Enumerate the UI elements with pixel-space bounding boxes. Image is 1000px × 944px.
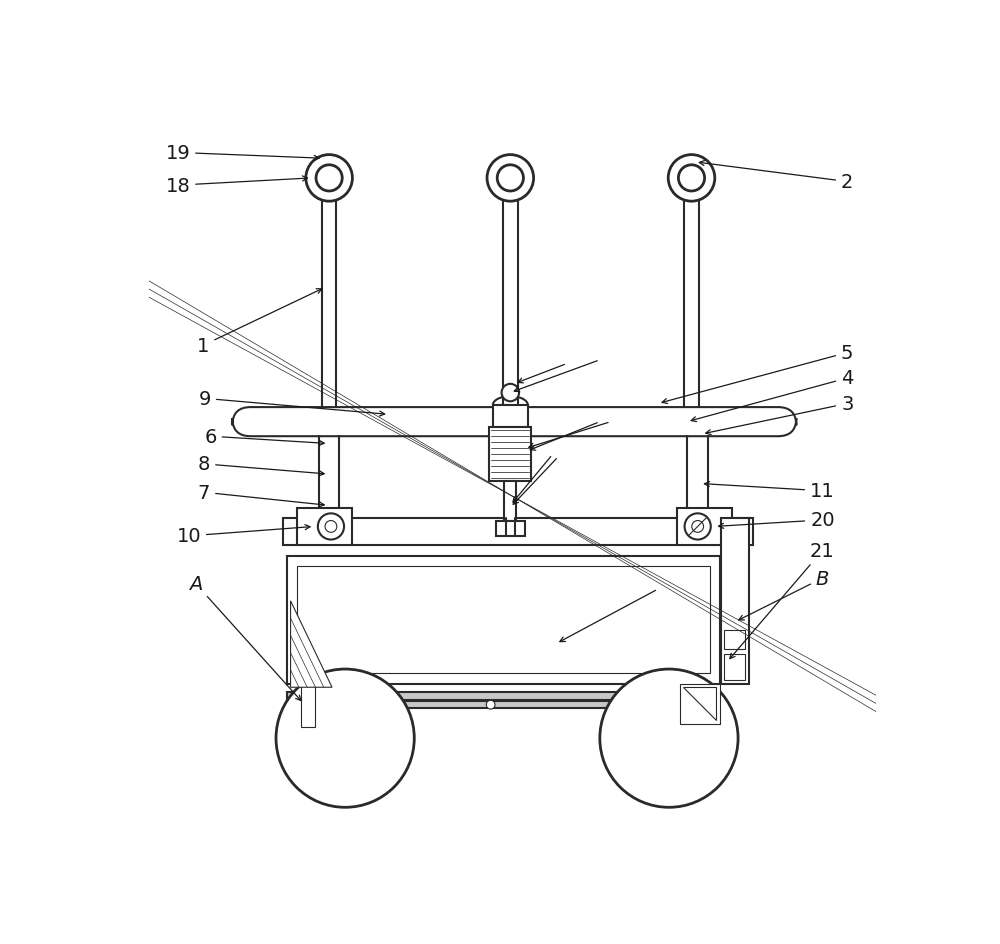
Circle shape [306, 156, 352, 202]
Bar [504, 481, 516, 522]
Bar [297, 566, 710, 674]
Text: 18: 18 [165, 177, 308, 195]
Text: 9: 9 [199, 390, 385, 416]
Text: 10: 10 [176, 525, 310, 546]
Circle shape [661, 700, 670, 709]
Bar [287, 557, 720, 683]
Circle shape [600, 669, 738, 807]
Text: 8: 8 [198, 455, 324, 477]
Circle shape [276, 669, 414, 807]
Bar [283, 518, 753, 546]
Text: 19: 19 [165, 143, 319, 162]
Text: 4: 4 [691, 369, 853, 422]
Circle shape [318, 514, 344, 540]
Text: 3: 3 [706, 395, 853, 435]
Text: 21: 21 [730, 541, 835, 659]
FancyBboxPatch shape [232, 408, 796, 437]
Bar [493, 406, 528, 428]
Polygon shape [291, 601, 332, 687]
Bar [297, 508, 352, 546]
Circle shape [502, 384, 519, 402]
Circle shape [486, 700, 495, 709]
Bar [496, 522, 525, 536]
Text: 6: 6 [204, 428, 324, 447]
Circle shape [685, 514, 711, 540]
Bar [724, 655, 745, 681]
Text: 2: 2 [699, 161, 853, 192]
Text: 7: 7 [198, 483, 324, 507]
Bar [317, 518, 341, 531]
Text: B: B [739, 569, 829, 620]
Circle shape [692, 521, 704, 532]
Bar [287, 701, 720, 709]
Text: 1: 1 [197, 290, 322, 355]
Bar [489, 428, 531, 481]
Circle shape [325, 521, 337, 532]
Circle shape [487, 156, 534, 202]
Bar [677, 508, 732, 546]
Text: 5: 5 [662, 344, 853, 404]
Bar [301, 683, 315, 728]
Bar [724, 631, 745, 649]
Circle shape [668, 156, 715, 202]
Bar [686, 518, 709, 531]
Circle shape [316, 165, 342, 192]
Bar [721, 518, 749, 683]
Text: 11: 11 [704, 481, 835, 500]
Bar [680, 683, 720, 724]
Text: 20: 20 [719, 511, 835, 530]
Bar [287, 693, 720, 700]
Polygon shape [683, 687, 716, 720]
Circle shape [497, 165, 523, 192]
Circle shape [678, 165, 705, 192]
Circle shape [312, 700, 320, 709]
Text: A: A [189, 575, 301, 700]
